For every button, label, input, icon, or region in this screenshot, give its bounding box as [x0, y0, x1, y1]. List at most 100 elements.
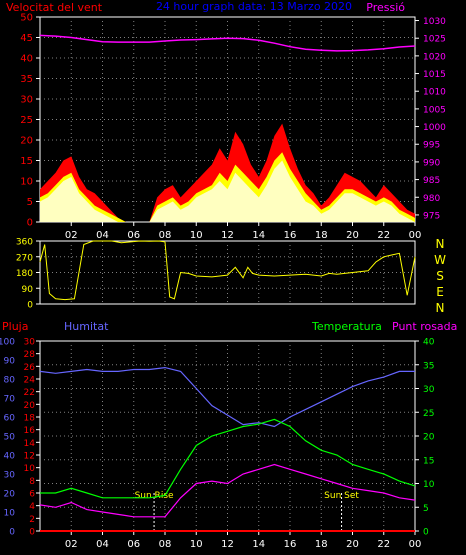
- temperature-line: [40, 418, 416, 499]
- rain-tick-label: 2: [29, 515, 35, 525]
- temperature-ticks: 0 5 10 15 20 25 30 35 40: [415, 338, 435, 538]
- pressure-tick-label: 1025: [423, 35, 446, 45]
- direction-tick-label: 0: [27, 301, 33, 311]
- temperature-tick-label: 0: [423, 528, 429, 538]
- wind-speed-tick-label: 40: [20, 54, 33, 65]
- x-tick-label: 08: [159, 539, 172, 550]
- rain-tick-label: 10: [24, 464, 36, 474]
- rain-tick-label: 24: [24, 376, 36, 386]
- rain-tick-label: 26: [24, 363, 36, 373]
- rain-tick-label: 20: [24, 401, 36, 411]
- humidity-ticks: 0 10 20 30 40 50 60 70 80 90 100: [0, 338, 15, 538]
- rain-tick-label: 12: [24, 452, 35, 462]
- rain-tick-label: 4: [29, 502, 35, 512]
- x-tick-label: 00: [409, 230, 422, 241]
- pressure-tick-label: 1020: [423, 52, 446, 62]
- pressure-line: [39, 34, 416, 52]
- sun-annotations: Sun Rise Sun Set: [135, 491, 359, 531]
- x-tick-label: 18: [315, 539, 328, 550]
- wind-direction-line: [39, 240, 416, 301]
- wind-speed-tick-label: 5: [27, 197, 33, 208]
- x-tick-label: 12: [221, 539, 234, 550]
- x-tick-label: 00: [409, 539, 422, 550]
- temperature-tick-label: 25: [423, 409, 434, 419]
- x-tick-label: 22: [377, 230, 390, 241]
- wind-speed-area: [40, 160, 415, 222]
- x-tick-label: 22: [377, 539, 390, 550]
- pressure-tick-label: 1000: [423, 123, 446, 133]
- humidity-tick-label: 30: [4, 471, 16, 481]
- x-tick-label: 12: [221, 230, 234, 241]
- wind-speed-tick-label: 45: [20, 33, 33, 44]
- x-tick-label: 14: [252, 539, 265, 550]
- rain-tick-label: 0: [29, 528, 35, 538]
- temperature-time-ticks: 02 04 06 08 10 12 14 16 18 20 22 00: [65, 531, 421, 550]
- compass-label: W: [434, 253, 446, 267]
- pressure-tick-label: 990: [423, 158, 440, 168]
- pressure-ticks: 975 980 985 990 995 1000 1005 1010 1015 1020 1025 1…: [415, 17, 446, 221]
- wind-speed-ticks: 0 5 10 15 20 25 30 35 40 45 50: [20, 13, 40, 229]
- pressure-tick-label: 1030: [423, 17, 446, 27]
- compass-label: E: [436, 285, 444, 299]
- sun-marker-label: Sun Rise: [135, 491, 174, 501]
- x-tick-label: 04: [96, 230, 109, 241]
- pressure-tick-label: 980: [423, 194, 440, 204]
- x-tick-label: 10: [190, 539, 203, 550]
- wind-speed-tick-label: 25: [20, 115, 33, 126]
- humidity-tick-label: 50: [4, 433, 16, 443]
- x-tick-label: 02: [65, 539, 78, 550]
- humidity-tick-label: 80: [4, 376, 16, 386]
- rain-axis-label: Pluja: [2, 320, 28, 333]
- humidity-tick-label: 10: [4, 509, 16, 519]
- pressure-tick-label: 1015: [423, 70, 446, 80]
- humidity-line: [39, 366, 415, 428]
- x-tick-label: 04: [96, 539, 109, 550]
- chart-title: 24 hour graph data: 13 Marzo 2020: [156, 0, 352, 13]
- wind-gust-area: [40, 123, 415, 222]
- rain-tick-label: 6: [29, 490, 35, 500]
- temperature-tick-label: 15: [423, 456, 434, 466]
- humidity-tick-label: 40: [4, 452, 16, 462]
- temperature-tick-label: 20: [423, 433, 435, 443]
- wind-speed-tick-label: 10: [20, 177, 33, 188]
- humidity-tick-label: 90: [4, 357, 16, 367]
- direction-tick-label: 360: [16, 238, 33, 248]
- compass-label: N: [436, 237, 445, 251]
- wind-speed-tick-label: 50: [20, 13, 33, 24]
- compass-label: S: [436, 269, 444, 283]
- x-tick-label: 06: [127, 539, 140, 550]
- humidity-tick-label: 70: [4, 395, 16, 405]
- pressure-tick-label: 1010: [423, 88, 446, 98]
- x-tick-label: 02: [65, 230, 78, 241]
- x-tick-label: 10: [190, 230, 203, 241]
- direction-tick-label: 180: [16, 269, 33, 279]
- direction-tick-label: 90: [22, 285, 34, 295]
- temperature-tick-label: 30: [423, 385, 435, 395]
- x-tick-label: 14: [252, 230, 265, 241]
- pressure-axis-label: Pressió: [366, 1, 405, 14]
- rain-tick-label: 30: [24, 338, 36, 348]
- wind-pressure-panel: Velocitat del vent 24 hour graph data: 1…: [6, 0, 446, 241]
- wind-speed-tick-label: 0: [27, 218, 33, 229]
- humidity-tick-label: 0: [9, 528, 15, 538]
- wind-speed-axis-label: Velocitat del vent: [6, 1, 103, 14]
- wind-average-area: [40, 152, 415, 222]
- x-tick-label: 08: [159, 230, 172, 241]
- pressure-tick-label: 975: [423, 211, 440, 221]
- humidity-tick-label: 100: [0, 338, 15, 348]
- pressure-tick-label: 985: [423, 176, 440, 186]
- pressure-tick-label: 995: [423, 141, 440, 151]
- dew-point-line: [39, 463, 416, 518]
- x-tick-label: 20: [346, 539, 359, 550]
- humidity-tick-label: 20: [4, 490, 16, 500]
- temperature-tick-label: 10: [423, 480, 435, 490]
- rain-tick-label: 8: [29, 477, 35, 487]
- rain-tick-label: 28: [24, 350, 36, 360]
- wind-speed-tick-label: 30: [20, 95, 33, 106]
- temperature-tick-label: 35: [423, 361, 434, 371]
